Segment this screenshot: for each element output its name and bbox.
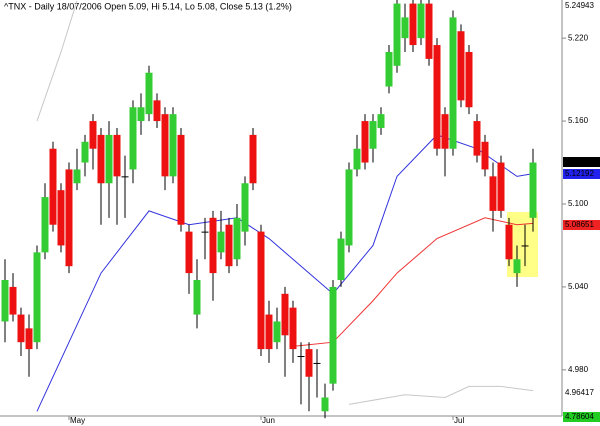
candle-body [369,121,377,149]
candle-body [329,286,337,384]
candle-body [321,397,329,412]
candle-body [385,51,393,87]
candle-body [529,162,537,218]
candle-body [137,107,145,122]
candle-body [41,197,49,253]
candle-body [393,3,401,66]
price-label: 5.08651 [565,220,594,229]
candle-body [489,176,497,211]
candle-body [233,217,241,260]
candle-body [465,51,473,108]
price-label: 5.12192 [565,169,594,178]
candle-body [217,231,225,253]
price-label-box [563,388,600,398]
candle-body [201,231,209,233]
candle-body [241,183,249,232]
candle-body [9,286,17,315]
candle-body [337,238,345,281]
candle-body [449,17,457,149]
candle-body [265,314,273,350]
candle-body [401,17,409,39]
x-tick-label: May [70,416,85,425]
candle-body [345,169,353,246]
price-label: 4.96417 [565,388,594,397]
candle-body [209,217,217,274]
candle-body [1,280,9,322]
candle-body [129,107,137,170]
candle-body [481,141,489,170]
candle-body [409,3,417,46]
overlay-line [36,134,534,412]
candle-body [297,356,305,358]
candle-body [105,134,113,184]
candle-body [417,3,425,39]
candle-body [313,362,321,364]
candle-body [177,134,185,225]
candle-body [193,280,201,315]
x-tick-label: Jul [454,416,464,425]
candle-body [457,31,465,101]
candle-body [225,224,233,267]
price-label-box [563,220,600,230]
overlay-line [36,0,78,122]
candle-body [121,176,129,178]
price-label-box [563,412,600,422]
chart-title: ^TNX - Daily 18/07/2006 Open 5.09, Hi 5.… [4,1,292,11]
candle-body [377,114,385,128]
price-label: 5.13 [565,157,581,166]
candle-body [65,169,73,267]
candle-body [497,162,505,211]
candle-body [145,72,153,115]
candle-body [57,190,65,246]
candle-body [257,231,265,350]
candle-body [289,307,297,350]
candle-body [161,114,169,177]
price-label-box [563,1,600,11]
candle-body [249,134,257,184]
candle-body [89,121,97,149]
candle-body [33,252,41,343]
candle-body [513,259,521,274]
candle-body [49,148,57,225]
candle-body [281,293,289,336]
candle-body [473,121,481,156]
candle-body [305,349,313,377]
y-tick-label: 4.980 [568,365,589,374]
candle-body [433,45,441,149]
candle-body [185,231,193,274]
price-label-box [563,157,600,167]
candle-body [353,148,361,170]
x-tick-label: Jun [262,416,275,425]
candle-body [113,134,121,177]
y-tick-label: 5.160 [568,116,589,125]
candle-body [425,3,433,59]
overlay-line [348,385,534,405]
candle-body [169,114,177,177]
candle-body [521,245,529,247]
y-tick-label: 5.100 [568,199,589,208]
candle-body [153,100,161,122]
candle-body [73,169,81,184]
candle-body [441,114,449,149]
candle-body [505,224,513,260]
price-label: 5.24943 [565,1,594,10]
candle-body [273,321,281,343]
price-label-box [563,169,600,179]
candle-body [17,314,25,343]
y-tick-label: 5.040 [568,282,589,291]
price-label: 4.78604 [565,412,594,421]
y-tick-label: 5.220 [568,33,589,42]
candle-body [361,121,369,163]
candle-body [25,328,33,350]
candle-body [81,141,89,163]
candle-body [97,134,105,184]
overlay-line [292,217,534,347]
